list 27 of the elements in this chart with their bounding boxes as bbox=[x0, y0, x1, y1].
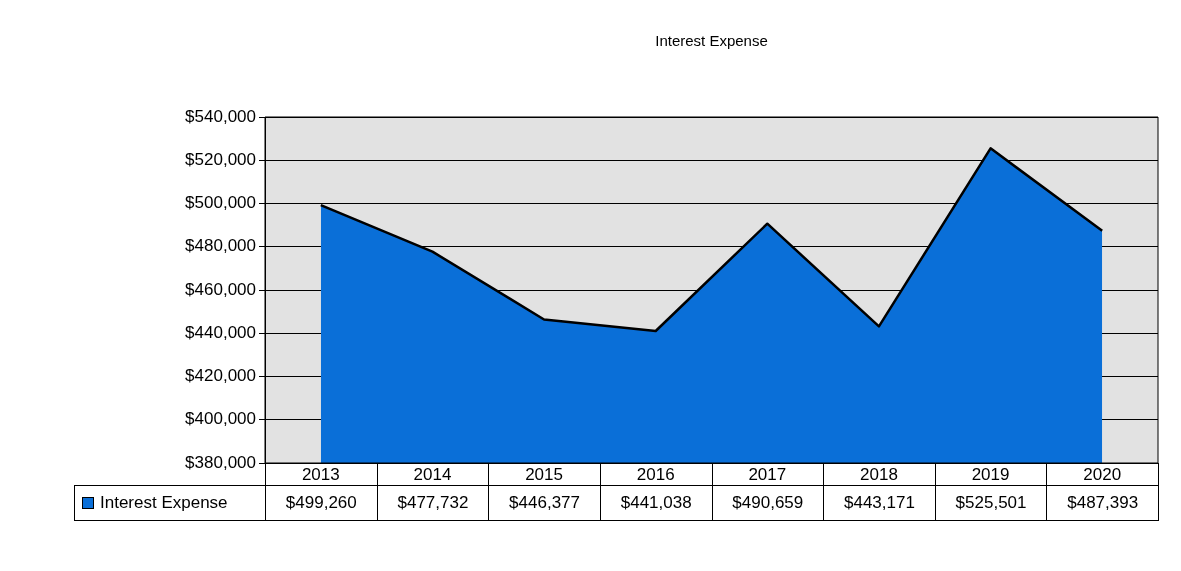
y-tick-label: $440,000 bbox=[185, 322, 256, 342]
x-tick-label: 2016 bbox=[636, 464, 675, 484]
x-tick-label: 2020 bbox=[1083, 464, 1122, 484]
y-tick-label: $380,000 bbox=[185, 452, 256, 472]
x-tick-label: 2018 bbox=[860, 464, 898, 484]
data-label: $446,377 bbox=[488, 485, 601, 521]
y-tick-label: $540,000 bbox=[185, 106, 256, 126]
y-tick-label: $500,000 bbox=[185, 193, 256, 213]
x-tick-label: 2017 bbox=[748, 464, 787, 484]
y-tick-label: $520,000 bbox=[185, 149, 256, 169]
x-tick-label: 2019 bbox=[971, 464, 1010, 484]
y-tick-label: $400,000 bbox=[185, 409, 256, 429]
legend-label: Interest Expense bbox=[100, 493, 228, 513]
data-label: $490,659 bbox=[711, 485, 825, 521]
chart-title: Interest Expense bbox=[655, 32, 768, 50]
y-tick-label: $420,000 bbox=[185, 366, 256, 386]
data-label: $487,393 bbox=[1046, 485, 1159, 521]
x-tick-label: 2014 bbox=[413, 464, 452, 484]
y-tick-label: $460,000 bbox=[185, 279, 256, 299]
data-label: $443,171 bbox=[823, 485, 936, 521]
data-label: $525,501 bbox=[934, 485, 1048, 521]
x-tick-label: 2015 bbox=[525, 464, 563, 484]
x-tick-label: 2013 bbox=[301, 464, 340, 484]
data-label: $441,038 bbox=[599, 485, 713, 521]
data-label: $499,260 bbox=[265, 485, 378, 521]
data-label: $477,732 bbox=[376, 485, 490, 521]
y-tick-label: $480,000 bbox=[185, 236, 256, 256]
